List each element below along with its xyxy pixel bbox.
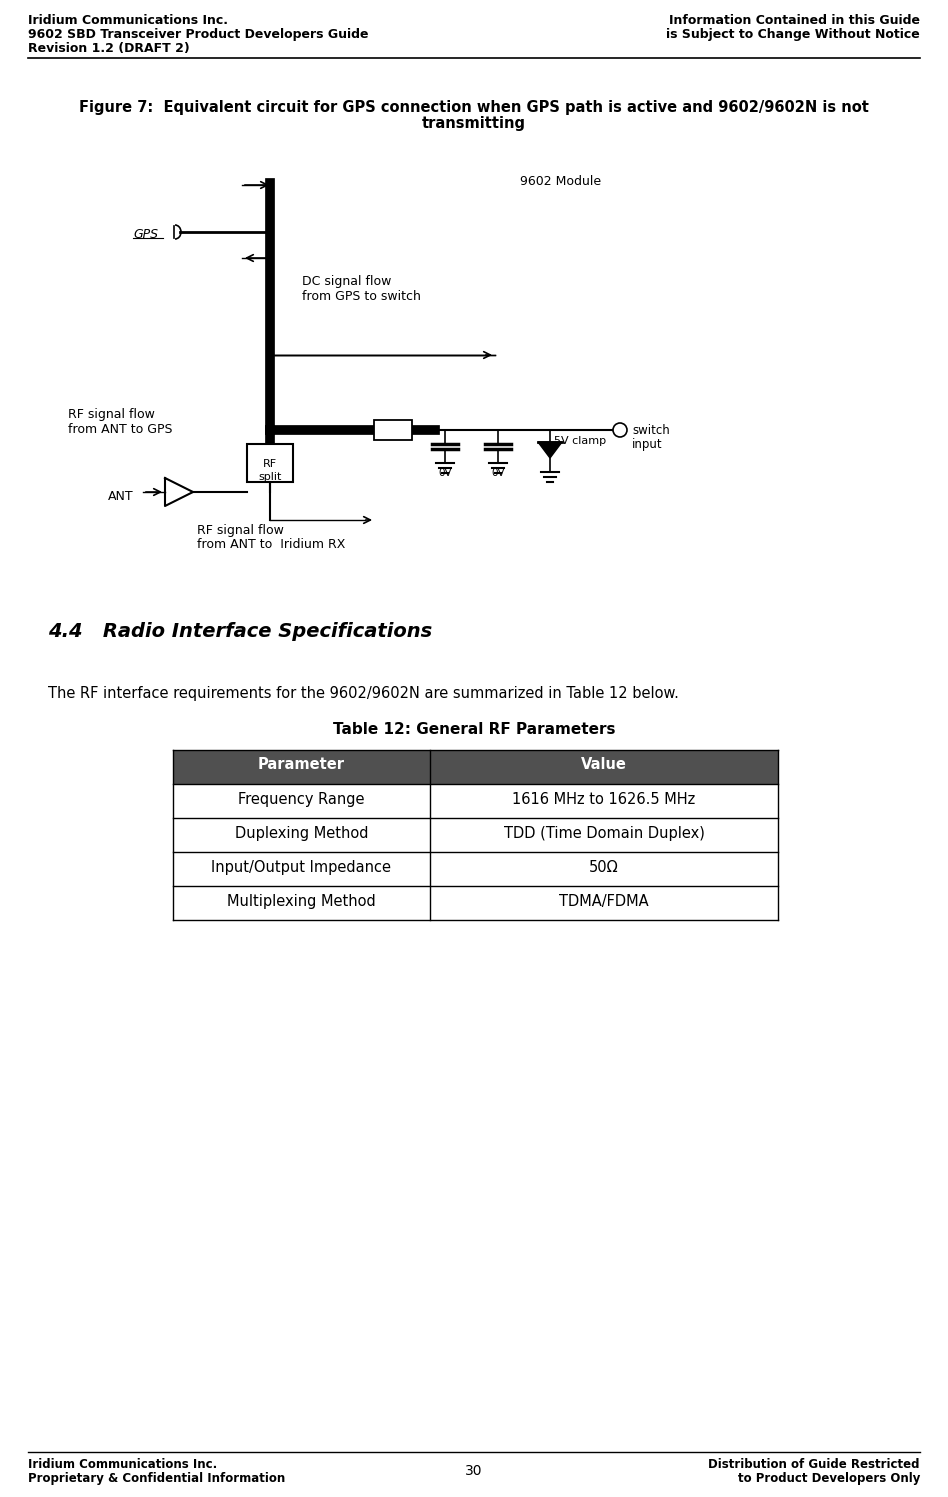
Text: ANT: ANT: [108, 490, 134, 503]
Text: DC signal flow: DC signal flow: [302, 275, 392, 287]
Text: RF signal flow: RF signal flow: [197, 524, 283, 537]
Text: Iridium Communications Inc.: Iridium Communications Inc.: [28, 1458, 217, 1472]
Text: Parameter: Parameter: [258, 757, 345, 772]
Bar: [247, 445, 293, 482]
Polygon shape: [538, 442, 562, 458]
Circle shape: [613, 424, 627, 437]
Text: Multiplexing Method: Multiplexing Method: [228, 894, 375, 909]
Bar: [173, 750, 778, 784]
Text: switch: switch: [632, 424, 669, 437]
Text: 1616 MHz to 1626.5 MHz: 1616 MHz to 1626.5 MHz: [512, 792, 696, 807]
Bar: [173, 852, 778, 886]
Text: Input/Output Impedance: Input/Output Impedance: [211, 859, 392, 876]
Text: 30: 30: [465, 1464, 483, 1478]
Text: Figure 7:  Equivalent circuit for GPS connection when GPS path is active and 960: Figure 7: Equivalent circuit for GPS con…: [79, 100, 869, 115]
Text: 50Ω: 50Ω: [590, 859, 619, 876]
Text: 0V: 0V: [491, 469, 505, 478]
Text: GPS: GPS: [133, 228, 158, 241]
Bar: [173, 817, 778, 852]
Text: split: split: [258, 472, 282, 482]
Text: input: input: [632, 439, 663, 451]
Text: to Product Developers Only: to Product Developers Only: [738, 1472, 920, 1485]
Text: Iridium Communications Inc.: Iridium Communications Inc.: [28, 13, 228, 27]
Bar: [374, 421, 412, 440]
Text: 4.4   Radio Interface Specifications: 4.4 Radio Interface Specifications: [48, 621, 432, 641]
Text: RF signal flow: RF signal flow: [68, 409, 155, 421]
Text: Information Contained in this Guide: Information Contained in this Guide: [669, 13, 920, 27]
Text: Table 12: General RF Parameters: Table 12: General RF Parameters: [333, 722, 615, 737]
Text: TDMA/FDMA: TDMA/FDMA: [559, 894, 648, 909]
Text: RF: RF: [263, 460, 277, 469]
Text: 9602 Module: 9602 Module: [520, 175, 601, 189]
Text: Distribution of Guide Restricted: Distribution of Guide Restricted: [708, 1458, 920, 1472]
Bar: [173, 784, 778, 817]
Text: Proprietary & Confidential Information: Proprietary & Confidential Information: [28, 1472, 285, 1485]
Bar: [173, 886, 778, 921]
Text: Value: Value: [581, 757, 627, 772]
Text: Duplexing Method: Duplexing Method: [235, 826, 368, 841]
Text: from ANT to GPS: from ANT to GPS: [68, 424, 173, 436]
Text: transmitting: transmitting: [422, 115, 526, 132]
Text: TDD (Time Domain Duplex): TDD (Time Domain Duplex): [503, 826, 704, 841]
Text: from GPS to switch: from GPS to switch: [302, 290, 421, 302]
Text: 9602 SBD Transceiver Product Developers Guide: 9602 SBD Transceiver Product Developers …: [28, 28, 369, 40]
Text: Frequency Range: Frequency Range: [238, 792, 365, 807]
Polygon shape: [165, 478, 193, 506]
Text: 5V clamp: 5V clamp: [554, 436, 606, 446]
Text: 0V: 0V: [438, 469, 452, 478]
Text: from ANT to  Iridium RX: from ANT to Iridium RX: [197, 537, 345, 551]
Text: is Subject to Change Without Notice: is Subject to Change Without Notice: [666, 28, 920, 40]
Text: The RF interface requirements for the 9602/9602N are summarized in Table 12 belo: The RF interface requirements for the 96…: [48, 686, 679, 701]
Text: Revision 1.2 (DRAFT 2): Revision 1.2 (DRAFT 2): [28, 42, 190, 55]
